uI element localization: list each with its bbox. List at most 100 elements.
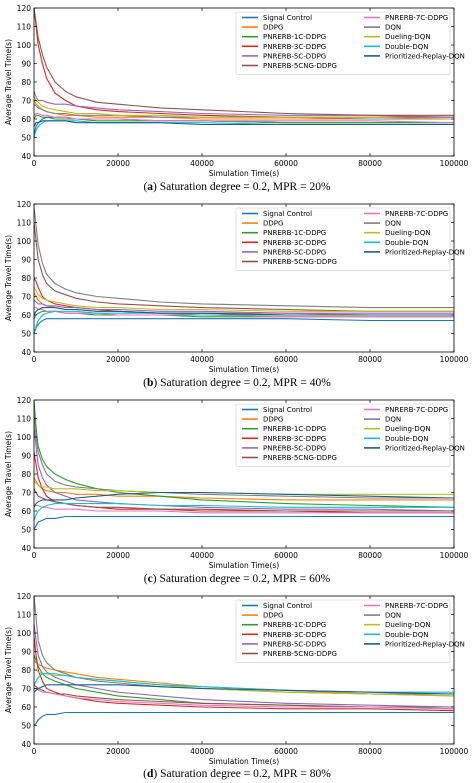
caption-a: (a) Saturation degree = 0.2, MPR = 20% [143, 181, 331, 193]
chart-d-ytick-label-8: 120 [17, 592, 32, 601]
chart-b-legend-box [235, 207, 451, 271]
chart-b-xtick-label-1: 20000 [106, 355, 130, 364]
chart-c-lines [34, 400, 454, 530]
caption-b-text: Saturation degree = 0.2, MPR = 40% [160, 377, 331, 389]
chart-a-xtick-label-3: 60000 [274, 159, 298, 168]
chart-b-ytick-label-3: 70 [21, 293, 31, 302]
chart-b-xtick-label-4: 80000 [358, 355, 382, 364]
chart-a-series-line-9 [34, 120, 454, 138]
chart-d-lines [34, 596, 454, 726]
chart-c-ytick-label-3: 70 [21, 489, 31, 498]
chart-a-ytick-label-6: 100 [17, 41, 32, 50]
chart-c-legend-label-3: PNRERB-3C-DDPG [263, 435, 326, 443]
chart-d-legend-label-8: Dueling-DQN [385, 621, 431, 629]
chart-a-series-line-0 [34, 116, 454, 134]
chart-c-legend-label-8: Dueling-DQN [385, 425, 431, 433]
chart-b-xtick-label-5: 100000 [440, 355, 469, 364]
chart-d-xtick-label-2: 40000 [190, 747, 214, 756]
chart-a-xtick-label-5: 100000 [440, 159, 469, 168]
chart-d-ytick-label-0: 40 [21, 740, 31, 749]
chart-a-legend-label-6: PNRERB-7C-DDPG [385, 14, 448, 22]
chart-b-ytick-label-5: 90 [21, 256, 31, 265]
chart-d-series-line-5 [34, 684, 454, 710]
caption-b-letter: b [146, 377, 154, 389]
chart-b-ytick-label-2: 60 [21, 311, 31, 320]
chart-c-ytick-label-1: 50 [21, 526, 31, 535]
chart-b-ytick-label-8: 120 [17, 200, 32, 209]
chart-a-series-line-8 [34, 96, 454, 120]
chart-a-ylabel: Average Travel Time(s) [4, 39, 13, 125]
chart-a-legend-label-1: DDPG [263, 24, 283, 32]
chart-c-series-line-4 [34, 427, 454, 512]
chart-a-legend-label-5: PNRERB-5CNG-DDPG [263, 62, 337, 70]
chart-c-series-line-5 [34, 488, 454, 512]
chart-c-ytick-label-4: 80 [21, 470, 31, 479]
chart-b-series-line-7 [34, 207, 454, 309]
chart-a-legend-label-8: Dueling-DQN [385, 33, 431, 41]
chart-d-ytick-label-2: 60 [21, 703, 31, 712]
chart-c-ytick-label-8: 120 [17, 396, 32, 405]
chart-d-xtick-label-1: 20000 [106, 747, 130, 756]
chart-d-series-line-6 [34, 687, 454, 710]
caption-a-text: Saturation degree = 0.2, MPR = 20% [159, 181, 331, 193]
chart-c-legend-label-0: Signal Control [263, 406, 312, 414]
chart-a-legend-label-10: Prioritized-Replay-DQN [385, 52, 465, 60]
caption-b: (b) Saturation degree = 0.2, MPR = 40% [143, 377, 331, 389]
chart-a-series-line-5 [34, 8, 454, 116]
chart-a-xtick-label-4: 80000 [358, 159, 382, 168]
chart-c-series-line-10 [34, 491, 454, 508]
chart-d-series-line-0 [34, 711, 454, 726]
chart-b-legend-label-9: Double-DQN [385, 239, 428, 247]
chart-a-xtick-label-1: 20000 [106, 159, 130, 168]
chart-c-series-line-2 [34, 400, 454, 508]
chart-b-xlabel: Simulation Time(s) [209, 365, 280, 374]
chart-d-legend-label-1: DDPG [263, 612, 283, 620]
chart-c-legend-label-9: Double-DQN [385, 435, 428, 443]
chart-b-ytick-label-0: 40 [21, 348, 31, 357]
chart-b-ytick-label-1: 50 [21, 330, 31, 339]
chart-a-ytick-label-5: 90 [21, 60, 31, 69]
chart-c-ytick-label-2: 60 [21, 507, 31, 516]
chart-b-legend-label-7: DQN [385, 220, 401, 228]
chart-a-svg: 40 50 60 70 80 90 100 110 120 0 20000 40000 60000 800… [4, 4, 469, 178]
chart-c-legend-label-2: PNRERB-1C-DDPG [263, 425, 326, 433]
chart-c-legend-label-10: Prioritized-Replay-DQN [385, 444, 465, 452]
chart-b-ylabel: Average Travel Time(s) [4, 235, 13, 321]
chart-b-series-line-0 [34, 318, 454, 334]
chart-b-legend-label-8: Dueling-DQN [385, 229, 431, 237]
chart-b-legend-label-0: Signal Control [263, 210, 312, 218]
chart-b-series-line-6 [34, 307, 454, 318]
chart-b-legend-label-4: PNRERB-5C-DDPG [263, 248, 326, 256]
chart-c-xtick-label-3: 60000 [274, 551, 298, 560]
chart-c-legend-box [235, 403, 451, 467]
chart-d-ytick-label-5: 90 [21, 648, 31, 657]
chart-a-xtick-label-2: 40000 [190, 159, 214, 168]
chart-d-legend-box [235, 599, 451, 663]
chart-c-legend-label-6: PNRERB-7C-DDPG [385, 406, 448, 414]
chart-a-series-line-4 [34, 91, 454, 118]
chart-c-series-line-6 [34, 503, 454, 514]
chart-c-legend-label-5: PNRERB-5CNG-DDPG [263, 454, 337, 462]
caption-c-text: Saturation degree = 0.2, MPR = 60% [159, 573, 331, 585]
chart-a-legend-label-3: PNRERB-3C-DDPG [263, 43, 326, 51]
chart-d-legend-label-3: PNRERB-3C-DDPG [263, 631, 326, 639]
chart-b-legend-label-1: DDPG [263, 220, 283, 228]
chart-c-legend-label-4: PNRERB-5C-DDPG [263, 444, 326, 452]
chart-c-xtick-label-1: 20000 [106, 551, 130, 560]
chart-d-ylabel: Average Travel Time(s) [4, 627, 13, 713]
chart-b-series-line-10 [34, 307, 454, 316]
chart-a-xtick-label-0: 0 [32, 159, 37, 168]
chart-a-xlabel: Simulation Time(s) [209, 169, 280, 178]
chart-c-series-line-8 [34, 480, 454, 495]
chart-b-ytick-label-6: 100 [17, 237, 32, 246]
chart-b-legend-label-10: Prioritized-Replay-DQN [385, 248, 465, 256]
chart-a-legend-label-4: PNRERB-5C-DDPG [263, 52, 326, 60]
chart-c-ytick-label-5: 90 [21, 452, 31, 461]
chart-d-ytick-label-3: 70 [21, 685, 31, 694]
chart-d-ytick-label-4: 80 [21, 666, 31, 675]
chart-a-ytick-label-1: 50 [21, 134, 31, 143]
chart-d-legend-label-0: Signal Control [263, 602, 312, 610]
chart-c-xlabel: Simulation Time(s) [209, 561, 280, 570]
chart-a-ytick-label-2: 60 [21, 115, 31, 124]
